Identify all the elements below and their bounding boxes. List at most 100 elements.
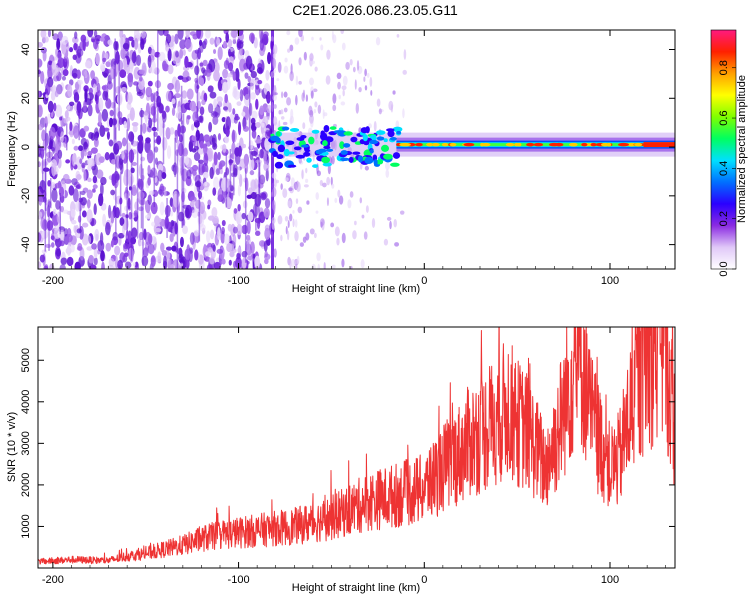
heatmap-cell bbox=[88, 131, 94, 140]
heatmap-cell bbox=[286, 97, 292, 106]
heatmap-cell bbox=[76, 69, 81, 79]
heatmap-cell bbox=[106, 131, 110, 140]
heatmap-cell bbox=[280, 234, 283, 242]
heatmap-cell bbox=[111, 173, 117, 187]
heatmap-cell bbox=[70, 208, 76, 218]
heatmap-cell bbox=[101, 108, 109, 122]
heatmap-streak bbox=[162, 121, 165, 165]
heatmap-cell bbox=[237, 78, 241, 90]
heatmap-cell bbox=[88, 87, 93, 95]
heatmap-cell bbox=[179, 236, 184, 248]
heatmap-streak bbox=[196, 53, 199, 154]
heatmap-cell bbox=[188, 140, 194, 153]
heatmap-cell bbox=[294, 37, 300, 45]
heatmap-cell bbox=[92, 175, 98, 184]
heatmap-cell bbox=[334, 226, 340, 237]
heatmap-cell bbox=[193, 229, 200, 237]
heatmap-cell bbox=[207, 103, 214, 114]
heatmap-cell bbox=[271, 217, 276, 224]
heatmap-cell bbox=[102, 90, 108, 101]
heatmap-cell bbox=[209, 91, 217, 99]
heatmap-cell bbox=[38, 90, 41, 98]
signal-blob bbox=[323, 124, 330, 133]
heatmap-cell bbox=[108, 139, 114, 147]
heatmap-cell bbox=[163, 255, 167, 269]
heatmap-cell bbox=[86, 209, 93, 223]
heatmap-cell bbox=[272, 116, 278, 126]
heatmap-cell bbox=[233, 208, 238, 214]
heatmap-cell bbox=[158, 51, 166, 62]
heatmap-cell bbox=[133, 210, 138, 218]
heatmap-cell bbox=[120, 36, 124, 51]
heatmap-cell bbox=[171, 98, 176, 105]
heatmap-cell bbox=[62, 173, 70, 183]
heatmap-cell bbox=[213, 176, 220, 190]
heatmap-cell bbox=[70, 244, 75, 253]
heatmap-cell bbox=[64, 110, 69, 119]
heatmap-cell bbox=[337, 189, 341, 198]
y-tick-label: 40 bbox=[20, 43, 32, 55]
heatmap-cell bbox=[84, 60, 92, 69]
heatmap-cell bbox=[67, 227, 72, 238]
signal-blob bbox=[296, 137, 305, 141]
heatmap-cell bbox=[320, 44, 324, 51]
heatmap-cell bbox=[232, 226, 238, 234]
heatmap-cell bbox=[295, 264, 298, 269]
heatmap-cell bbox=[181, 90, 188, 99]
heatmap-cell bbox=[105, 222, 111, 236]
heatmap-cell bbox=[52, 208, 57, 216]
heatmap-cell bbox=[399, 210, 405, 215]
heatmap-cell bbox=[280, 91, 284, 99]
heatmap-cell bbox=[277, 61, 282, 73]
heatmap-cell bbox=[229, 251, 235, 258]
heatmap-cell bbox=[253, 37, 258, 49]
heatmap-cell bbox=[305, 167, 308, 174]
y-tick-label: 5000 bbox=[20, 348, 32, 372]
heatmap-cell bbox=[41, 129, 46, 142]
heatmap-cell bbox=[332, 34, 337, 44]
heatmap-cell bbox=[50, 235, 55, 241]
heatmap-cell bbox=[56, 38, 61, 51]
heatmap-cell bbox=[364, 68, 367, 77]
heatmap-cell bbox=[264, 227, 271, 240]
heatmap-cell bbox=[254, 255, 261, 269]
heatmap-cell bbox=[361, 214, 365, 219]
heatmap-cell bbox=[271, 199, 276, 211]
heatmap-cell bbox=[165, 44, 170, 52]
heatmap-cell bbox=[86, 246, 93, 251]
heatmap-cell bbox=[221, 116, 226, 123]
heatmap-cell bbox=[205, 251, 211, 257]
signal-blob bbox=[304, 149, 311, 153]
heatmap-cell bbox=[145, 86, 153, 98]
heatmap-cell bbox=[38, 104, 43, 118]
heatmap-cell bbox=[319, 37, 322, 41]
heatmap-cell bbox=[349, 58, 353, 66]
heatmap-cell bbox=[140, 30, 147, 39]
heatmap-cell bbox=[169, 127, 175, 135]
heatmap-cell bbox=[78, 145, 84, 152]
signal-blob bbox=[283, 148, 290, 157]
heatmap-cell bbox=[122, 42, 130, 50]
heatmap-cell bbox=[159, 123, 163, 137]
heatmap-cell bbox=[297, 206, 303, 214]
heatmap-cell bbox=[184, 156, 190, 166]
heatmap-cell bbox=[224, 135, 230, 144]
heatmap-cell bbox=[87, 150, 93, 156]
snr-y-ticks: 1000 2000 3000 4000 5000 bbox=[20, 348, 675, 539]
signal-blob bbox=[364, 156, 374, 165]
heatmap-cell bbox=[245, 55, 253, 70]
heatmap-cell bbox=[222, 68, 229, 79]
signal-blob bbox=[329, 126, 337, 130]
signal-hotspot bbox=[601, 142, 610, 147]
heatmap-cell bbox=[217, 151, 221, 161]
heatmap-cell bbox=[165, 246, 172, 251]
snr-series-line bbox=[38, 327, 675, 565]
heatmap-cell bbox=[341, 258, 345, 268]
signal-blob bbox=[383, 138, 388, 143]
heatmap-cell bbox=[250, 179, 257, 191]
heatmap-cell bbox=[66, 103, 71, 111]
x-tick-label: -100 bbox=[228, 275, 250, 287]
heatmap-cell bbox=[363, 231, 368, 240]
heatmap-cell bbox=[97, 240, 105, 252]
